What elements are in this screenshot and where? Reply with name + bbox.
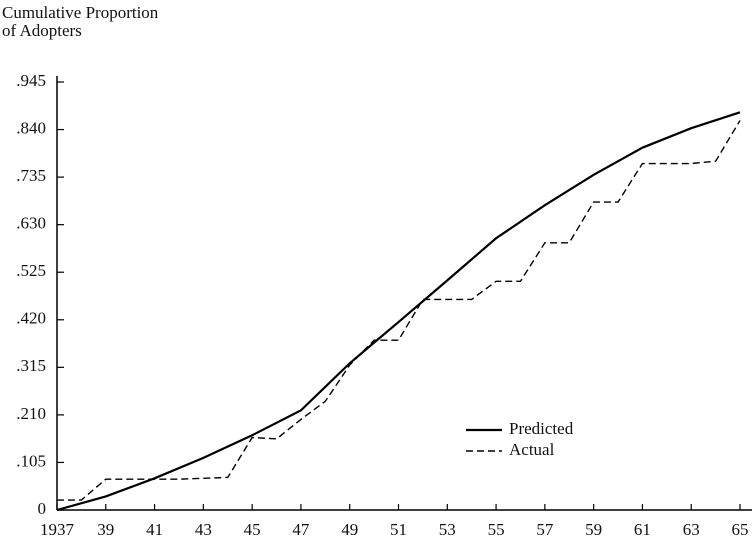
x-tick-label: 51	[390, 520, 407, 539]
x-tick-label: 41	[146, 520, 163, 539]
y-tick-label: .525	[16, 261, 46, 280]
y-tick-label: .630	[16, 214, 46, 233]
x-tick-label: 43	[195, 520, 212, 539]
x-tick-label: 65	[732, 520, 749, 539]
x-tick-label: 53	[439, 520, 456, 539]
y-tick-label: .420	[16, 309, 46, 328]
x-tick-label: 57	[536, 520, 554, 539]
x-tick-label: 63	[683, 520, 700, 539]
y-tick-label: .735	[16, 166, 46, 185]
legend-label: Predicted	[509, 419, 574, 438]
x-tick-label: 49	[341, 520, 358, 539]
y-axis-label: of Adopters	[2, 21, 82, 40]
series-line	[57, 120, 741, 501]
x-tick-label: 1937	[40, 520, 75, 539]
x-tick-label: 47	[292, 520, 310, 539]
y-tick-label: .840	[16, 118, 46, 137]
legend-label: Actual	[509, 440, 555, 459]
x-tick-label: 61	[634, 520, 651, 539]
y-axis-label: Cumulative Proportion	[2, 3, 159, 22]
y-tick-label: .105	[16, 451, 46, 470]
y-tick-label: 0	[38, 499, 47, 518]
y-tick-label: .315	[16, 356, 46, 375]
x-tick-label: 55	[488, 520, 505, 539]
x-tick-label: 39	[97, 520, 114, 539]
y-tick-label: .945	[16, 71, 46, 90]
y-tick-label: .210	[16, 404, 46, 423]
series-line	[56, 111, 741, 512]
x-tick-label: 45	[244, 520, 261, 539]
x-tick-label: 59	[585, 520, 602, 539]
